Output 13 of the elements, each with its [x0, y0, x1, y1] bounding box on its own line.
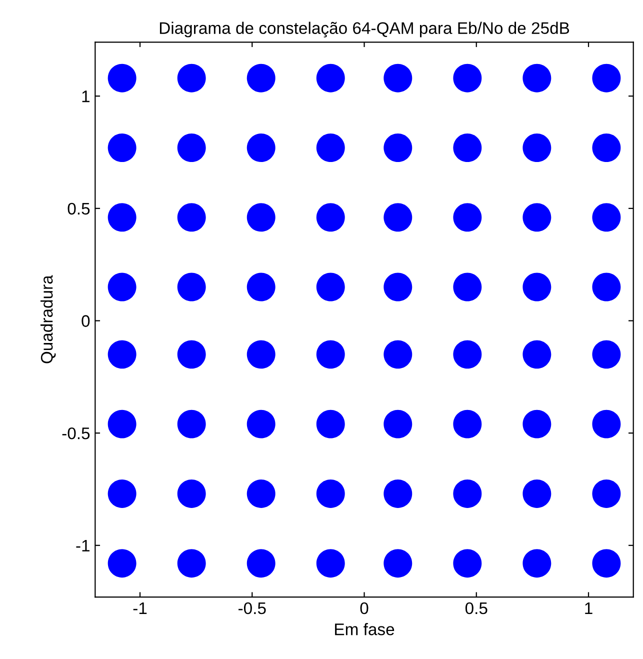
y-tick-label: -1 — [76, 540, 90, 552]
y-tick-label: 1 — [82, 90, 90, 102]
x-tick-label: 1 — [585, 602, 592, 614]
x-tick-label: 0.5 — [465, 602, 488, 614]
y-tick-label: -0.5 — [62, 427, 90, 440]
x-tick-label: 0 — [360, 602, 368, 614]
y-tick-label: 0.5 — [68, 202, 90, 215]
chart-title: Diagrama de constelação 64-QAM para Eb/No de 25dB — [160, 22, 570, 38]
x-tick-label: -1 — [133, 602, 147, 614]
y-axis-title: Quadradura — [40, 275, 56, 364]
x-tick-label: -0.5 — [238, 602, 266, 614]
x-axis-title: Em fase — [335, 623, 394, 636]
y-tick-label: 0 — [82, 315, 90, 327]
